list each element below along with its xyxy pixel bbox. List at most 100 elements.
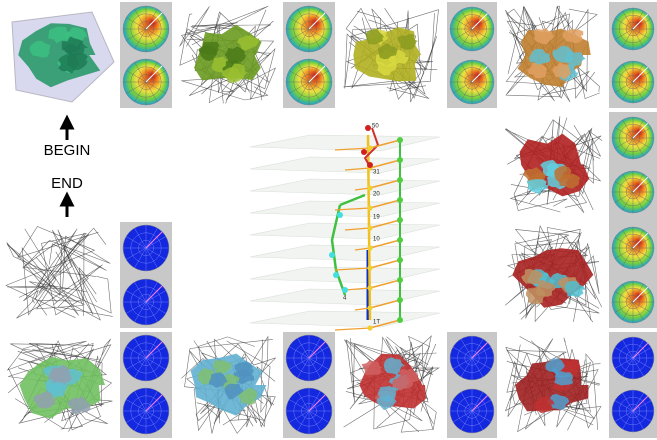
node-label: 19 <box>373 215 380 221</box>
blob <box>527 62 548 79</box>
node <box>397 217 403 223</box>
blob <box>209 372 229 388</box>
contour <box>179 6 270 84</box>
contour <box>505 15 590 96</box>
contour <box>534 243 600 323</box>
node <box>367 205 373 211</box>
polar-needle <box>308 341 326 359</box>
begin-end: BEGIN END <box>44 114 91 217</box>
polar-needle <box>145 65 163 83</box>
polar-needle <box>632 232 649 249</box>
blob <box>545 358 565 376</box>
contour <box>37 228 90 305</box>
node <box>361 149 367 155</box>
node <box>342 287 348 293</box>
blob <box>535 279 557 297</box>
contour <box>48 243 107 315</box>
polar-needle <box>308 65 326 83</box>
polar-needle <box>308 394 326 412</box>
edge <box>344 227 371 231</box>
blob <box>224 383 244 400</box>
skeleton-graph: 50 31 20 19 10 4 1T <box>249 124 441 331</box>
polar-needle <box>145 231 163 249</box>
plane <box>249 266 441 284</box>
polar-needle <box>632 66 649 83</box>
plane <box>249 222 441 240</box>
node <box>329 252 335 258</box>
node <box>367 225 373 231</box>
blob <box>48 26 72 44</box>
node <box>333 272 339 278</box>
edge <box>344 167 371 171</box>
blob <box>533 28 555 45</box>
node <box>337 212 343 218</box>
blob <box>58 54 80 74</box>
polar-needle <box>632 13 649 30</box>
contour <box>351 9 439 96</box>
contour <box>29 229 102 321</box>
blob <box>533 396 555 414</box>
edge <box>334 267 371 271</box>
node <box>397 297 403 303</box>
blob <box>29 40 51 58</box>
contour <box>546 116 561 206</box>
node <box>367 325 373 331</box>
plane <box>249 244 441 262</box>
plane <box>249 178 441 196</box>
edge <box>369 159 401 169</box>
blob <box>376 394 397 411</box>
plane <box>249 288 441 306</box>
node <box>367 145 373 151</box>
polar-needle <box>471 342 488 359</box>
begin-label: BEGIN <box>44 142 91 159</box>
blob <box>397 34 419 50</box>
node <box>367 285 373 291</box>
edge <box>369 179 401 189</box>
blob <box>238 387 258 405</box>
node <box>367 305 373 311</box>
blob <box>547 393 570 411</box>
node <box>397 157 403 163</box>
edge <box>369 219 401 229</box>
polar-needle <box>145 12 163 30</box>
polar-needle <box>632 342 649 359</box>
node <box>397 317 403 323</box>
blob <box>392 375 414 391</box>
polar-needle <box>145 285 163 303</box>
edge <box>369 139 401 149</box>
end-label: END <box>51 175 83 192</box>
blob <box>67 396 92 415</box>
edge <box>334 327 371 331</box>
polar-needle <box>145 394 163 412</box>
node <box>397 197 403 203</box>
contour <box>256 339 276 414</box>
contour <box>6 237 97 296</box>
edge <box>369 199 401 209</box>
blob <box>554 371 574 386</box>
polar-needle <box>145 341 163 359</box>
contour <box>8 343 113 416</box>
node-label: 20 <box>373 192 380 198</box>
contour <box>513 135 568 211</box>
polar-needle <box>471 395 488 412</box>
blob <box>552 62 571 80</box>
edge <box>369 299 401 309</box>
node-label: 10 <box>373 237 380 243</box>
blob <box>221 67 243 84</box>
blob <box>224 46 246 64</box>
contour <box>7 276 112 314</box>
node-label: 50 <box>372 124 379 130</box>
blob <box>198 41 220 56</box>
blob <box>212 360 232 375</box>
node <box>397 137 403 143</box>
blob <box>237 35 260 51</box>
contour <box>5 226 99 318</box>
polar-needle <box>471 66 488 83</box>
edge <box>334 147 371 151</box>
polar-needle <box>632 395 649 412</box>
node-label: 31 <box>373 170 380 176</box>
polar-needle <box>471 13 488 30</box>
contour <box>21 228 85 317</box>
plane <box>249 310 441 328</box>
